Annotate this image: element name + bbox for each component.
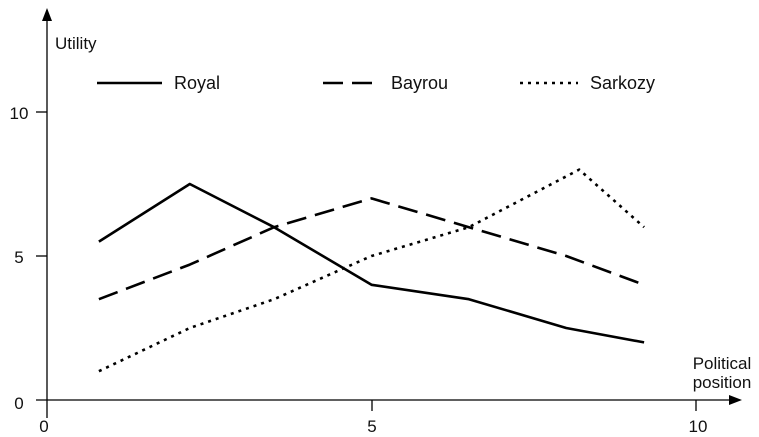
legend-label-bayrou: Bayrou xyxy=(391,73,448,93)
legend-label-royal: Royal xyxy=(174,73,220,93)
series-line-bayrou xyxy=(98,197,645,301)
x-axis-label-line-2: position xyxy=(693,373,752,392)
y-tick-label-0: 0 xyxy=(14,394,23,413)
legend: Royal Bayrou Sarkozy xyxy=(97,73,655,93)
series-line-royal xyxy=(98,182,645,344)
legend-label-sarkozy: Sarkozy xyxy=(590,73,655,93)
series-line-sarkozy xyxy=(98,168,645,373)
y-tick-label-5: 5 xyxy=(14,248,23,267)
x-tick-label-0: 0 xyxy=(39,417,48,436)
x-axis-label-line-1: Political xyxy=(693,354,752,373)
x-axis-arrow xyxy=(729,395,742,405)
plot-area xyxy=(98,168,645,373)
y-axis-label: Utility xyxy=(55,34,97,53)
y-axis-arrow xyxy=(42,8,52,21)
y-tick-label-10: 10 xyxy=(10,104,29,123)
x-tick-label-10: 10 xyxy=(689,417,708,436)
x-tick-label-5: 5 xyxy=(367,417,376,436)
